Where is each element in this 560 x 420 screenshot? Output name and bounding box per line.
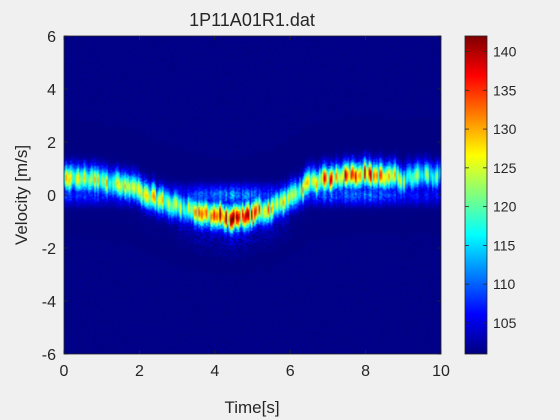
colorbar-tick-label: 105 <box>493 315 517 331</box>
colorbar-tick-label: 140 <box>493 44 517 60</box>
y-tick-label: 6 <box>47 29 56 46</box>
x-tick-label: 4 <box>210 363 219 380</box>
heatmap-image <box>64 36 441 354</box>
colorbar-tick-label: 115 <box>493 237 516 253</box>
x-tick-label: 10 <box>432 363 450 380</box>
colorbar-tick-label: 130 <box>493 121 517 137</box>
y-axis: -6 -4 -2 0 2 4 6 <box>42 29 441 364</box>
x-tick-label: 8 <box>361 363 370 380</box>
x-tick-label: 2 <box>135 363 144 380</box>
colorbar-tick-label: 120 <box>493 199 517 215</box>
x-tick-label: 0 <box>60 363 69 380</box>
y-tick-label: 0 <box>47 188 56 205</box>
y-tick-label: -6 <box>42 347 56 364</box>
colorbar-tick-label: 110 <box>493 276 516 292</box>
y-tick-label: 4 <box>47 82 56 99</box>
chart-title: 1P11A01R1.dat <box>189 10 315 30</box>
x-tick-label: 6 <box>286 363 295 380</box>
x-axis-label: Time[s] <box>224 398 279 417</box>
colorbar-tick-label: 125 <box>493 160 517 176</box>
x-axis: 0 2 4 6 8 10 <box>60 36 450 380</box>
colorbar-tick-label: 135 <box>493 82 517 98</box>
colorbar-ticks: 105 110 115 120 125 130 135 140 <box>465 44 517 331</box>
y-tick-label: -2 <box>42 241 56 258</box>
y-axis-label: Velocity [m/s] <box>12 145 31 245</box>
y-tick-label: 2 <box>47 135 56 152</box>
y-tick-label: -4 <box>42 294 56 311</box>
colorbar <box>464 35 488 355</box>
